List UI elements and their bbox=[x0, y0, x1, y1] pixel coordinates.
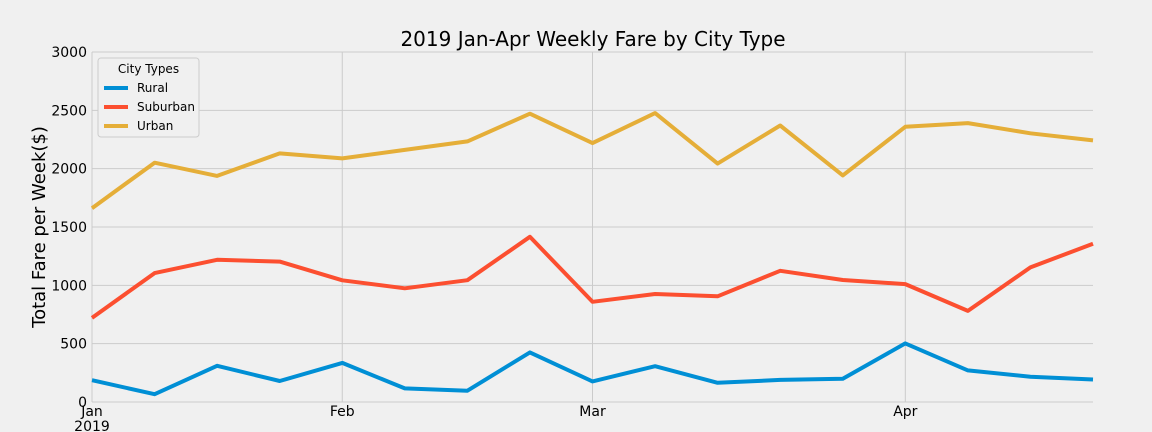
legend: City Types Rural Suburban Urban bbox=[97, 57, 200, 138]
y-tick-label: 500 bbox=[60, 337, 87, 353]
legend-label-rural: Rural bbox=[137, 81, 168, 95]
series-lines bbox=[90, 111, 1094, 397]
legend-box bbox=[97, 57, 200, 138]
y-tick-label: 2000 bbox=[51, 162, 87, 178]
y-axis-label: Total Fare per Week($) bbox=[29, 126, 50, 329]
y-tick-label: 2500 bbox=[51, 103, 87, 119]
y-tick-label: 0 bbox=[78, 395, 87, 411]
x-tick-sublabel: 2019 bbox=[74, 419, 110, 432]
series-line-suburban bbox=[90, 234, 1094, 320]
y-tick-label: 3000 bbox=[51, 45, 87, 61]
legend-label-urban: Urban bbox=[137, 119, 173, 133]
legend-title: City Types bbox=[118, 62, 179, 76]
y-tick-label: 1000 bbox=[51, 278, 87, 294]
legend-label-suburban: Suburban bbox=[137, 100, 195, 114]
y-axis-ticks: 0 500 1000 1500 2000 2500 3000 bbox=[51, 45, 87, 411]
x-tick-label: Feb bbox=[330, 404, 355, 420]
x-tick-label: Apr bbox=[893, 404, 917, 420]
series-line-urban bbox=[90, 111, 1094, 210]
x-tick-label: Jan bbox=[80, 404, 103, 420]
chart-title: 2019 Jan-Apr Weekly Fare by City Type bbox=[400, 27, 785, 51]
x-tick-label: Mar bbox=[579, 404, 606, 420]
y-tick-label: 1500 bbox=[51, 220, 87, 236]
legend-items: Rural Suburban Urban bbox=[104, 81, 195, 133]
series-line-rural bbox=[91, 341, 1094, 397]
